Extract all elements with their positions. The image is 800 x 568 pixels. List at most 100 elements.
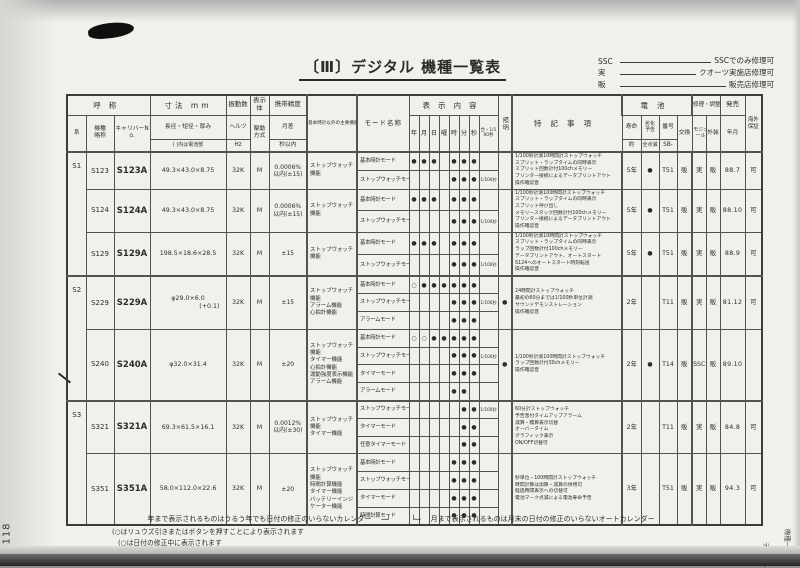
cell-line: φ32.0×31.4 bbox=[151, 361, 226, 369]
mode-name-cell: 基本時計モード bbox=[357, 152, 409, 171]
display-dot-cell bbox=[429, 312, 439, 330]
caliber-cell: S240A bbox=[114, 329, 150, 400]
display-dot-cell: ● bbox=[449, 254, 459, 276]
display-dot-cell bbox=[439, 472, 449, 490]
display-dot-cell bbox=[419, 401, 429, 419]
battery-number-cell: T51 bbox=[659, 189, 677, 232]
display-dot-cell bbox=[409, 383, 419, 401]
display-dot-cell: ● bbox=[449, 347, 459, 365]
display-dot-cell: ● bbox=[429, 152, 439, 171]
display-dot-cell: ● bbox=[469, 171, 479, 190]
display-dot-cell: ● bbox=[409, 232, 419, 254]
display-dot-cell bbox=[479, 232, 498, 254]
display-dot-cell bbox=[429, 490, 439, 508]
display-dot-cell bbox=[429, 418, 439, 436]
notes-cell: 60分計ストップウォッチ予告音付タイムアップアラーム減算・積算表示切替オーバータ… bbox=[512, 401, 622, 454]
header-cell: 月差 bbox=[269, 115, 307, 139]
legend-desc: 販売店修理可 bbox=[729, 79, 774, 90]
cell-line: 経過時間表示への切替可 bbox=[515, 489, 619, 496]
repair-legend: SSC SSCでのみ修理可 実 クオーツ実施店修理可 販 販売店修理可 bbox=[598, 54, 774, 90]
repair-module-cell: SSC bbox=[692, 329, 706, 400]
caliber-cell: S123A bbox=[114, 152, 150, 189]
display-dot-cell: ● bbox=[459, 211, 469, 233]
display-dot-cell bbox=[479, 189, 498, 211]
cell-line: 0.0006% bbox=[270, 164, 307, 171]
display-dot-cell bbox=[449, 436, 459, 454]
mode-name-cell: 基本時計モード bbox=[357, 329, 409, 347]
cell-line: 操作確認音 bbox=[515, 224, 619, 231]
display-dot-cell: ● bbox=[459, 436, 469, 454]
battery-life-cell: 5年 bbox=[622, 152, 641, 189]
display-dot-cell: ● bbox=[459, 418, 469, 436]
display-dot-cell bbox=[429, 171, 439, 190]
display-dot-cell: ● bbox=[469, 189, 479, 211]
display-dot-cell bbox=[479, 312, 498, 330]
display-dot-cell: 1/100秒 bbox=[479, 211, 498, 233]
display-dot-cell: ● bbox=[469, 472, 479, 490]
cell-line: 電池マーク点滅による電池寿命予告 bbox=[515, 496, 619, 503]
repair-module-cell: 実 bbox=[692, 152, 706, 189]
display-dot-cell bbox=[439, 454, 449, 472]
cell-line: サウンドデモンストレーション bbox=[515, 303, 619, 310]
mode-name-cell: ストップウォッチモード bbox=[357, 211, 409, 233]
battery-number-cell: T51 bbox=[659, 232, 677, 276]
cell-line: バッテリーインジケーター機能 bbox=[310, 497, 355, 512]
cell-line: ON/OFF切替可 bbox=[515, 441, 619, 448]
legend-code: SSC bbox=[598, 57, 620, 66]
cell-line: 予告音付タイムアップアラーム bbox=[515, 414, 619, 421]
overseas-warranty-cell: 可 bbox=[745, 152, 762, 189]
display-dot-cell: ● bbox=[419, 276, 429, 294]
left-scan-shadow bbox=[0, 0, 56, 566]
display-dot-cell: ● bbox=[439, 276, 449, 294]
header-cell: 系 bbox=[67, 115, 86, 152]
functions-cell: ストップウォッチ機能 bbox=[307, 232, 357, 276]
page-title: 〔Ⅲ〕デジタル 機種一覧表 bbox=[299, 56, 506, 81]
cell-line: 49.3×43.0×8.75 bbox=[151, 207, 226, 215]
mode-name-cell: 基本時計モード bbox=[357, 232, 409, 254]
display-dot-cell bbox=[409, 211, 419, 233]
display-dot-cell: ● bbox=[469, 152, 479, 171]
display-dot-cell bbox=[409, 347, 419, 365]
mode-name-cell: タイマーモード bbox=[357, 490, 409, 508]
display-col-header: 秒 bbox=[469, 115, 479, 152]
battery-life-cell: 2年 bbox=[622, 401, 641, 454]
repair-module-cell: 実 bbox=[692, 189, 706, 232]
cell-line: データプリントアウト、オートスタート bbox=[515, 254, 619, 261]
display-col-header: 時 bbox=[449, 115, 459, 152]
display-dot-cell bbox=[479, 436, 498, 454]
display-dot-cell bbox=[429, 401, 439, 419]
display-dot-cell bbox=[409, 454, 419, 472]
display-dot-cell bbox=[419, 490, 429, 508]
display-dot-cell bbox=[419, 294, 429, 312]
cell-line: ストップウォッチ機能 bbox=[310, 163, 355, 178]
display-dot-cell: ● bbox=[449, 294, 459, 312]
cell-line: ストップウォッチ機能 bbox=[310, 247, 355, 262]
overseas-warranty-cell: 可 bbox=[745, 189, 762, 232]
header-cell: 全点滅 bbox=[641, 139, 659, 152]
cell-line: ストップウォッチ機能 bbox=[310, 343, 355, 358]
battery-life-cell: 2年 bbox=[622, 276, 641, 329]
display-dot-cell: ● bbox=[429, 276, 439, 294]
header-cell: 基本時計以外の主要機能 bbox=[307, 95, 357, 152]
cell-line: タイマー機能 bbox=[310, 357, 355, 364]
cell-line: プリンター接続によるデータプリントアウト bbox=[515, 174, 619, 181]
display-dot-cell bbox=[439, 490, 449, 508]
legend-row: 販 販売店修理可 bbox=[598, 78, 774, 90]
display-dot-cell: ● bbox=[419, 232, 429, 254]
display-dot-cell: ● bbox=[459, 454, 469, 472]
display-dot-cell: ● bbox=[469, 294, 479, 312]
cell-line: ±15 bbox=[270, 299, 307, 306]
cell-line: 以内(±15) bbox=[270, 211, 307, 218]
cell-line: ラップ回数計付100chメモリー bbox=[515, 247, 619, 254]
display-dot-cell: ● bbox=[469, 254, 479, 276]
cell-line: 操作確認音 bbox=[515, 267, 619, 274]
display-dot-cell bbox=[439, 294, 449, 312]
mode-name-cell: ストップウォッチモード bbox=[357, 171, 409, 190]
display-dot-cell: ● bbox=[469, 401, 479, 419]
accuracy-cell: 0.0012%以内(±30) bbox=[269, 401, 307, 454]
legend-row: SSC SSCでのみ修理可 bbox=[598, 54, 774, 66]
display-dot-cell: ● bbox=[449, 472, 459, 490]
display-dot-cell: ● bbox=[459, 189, 469, 211]
